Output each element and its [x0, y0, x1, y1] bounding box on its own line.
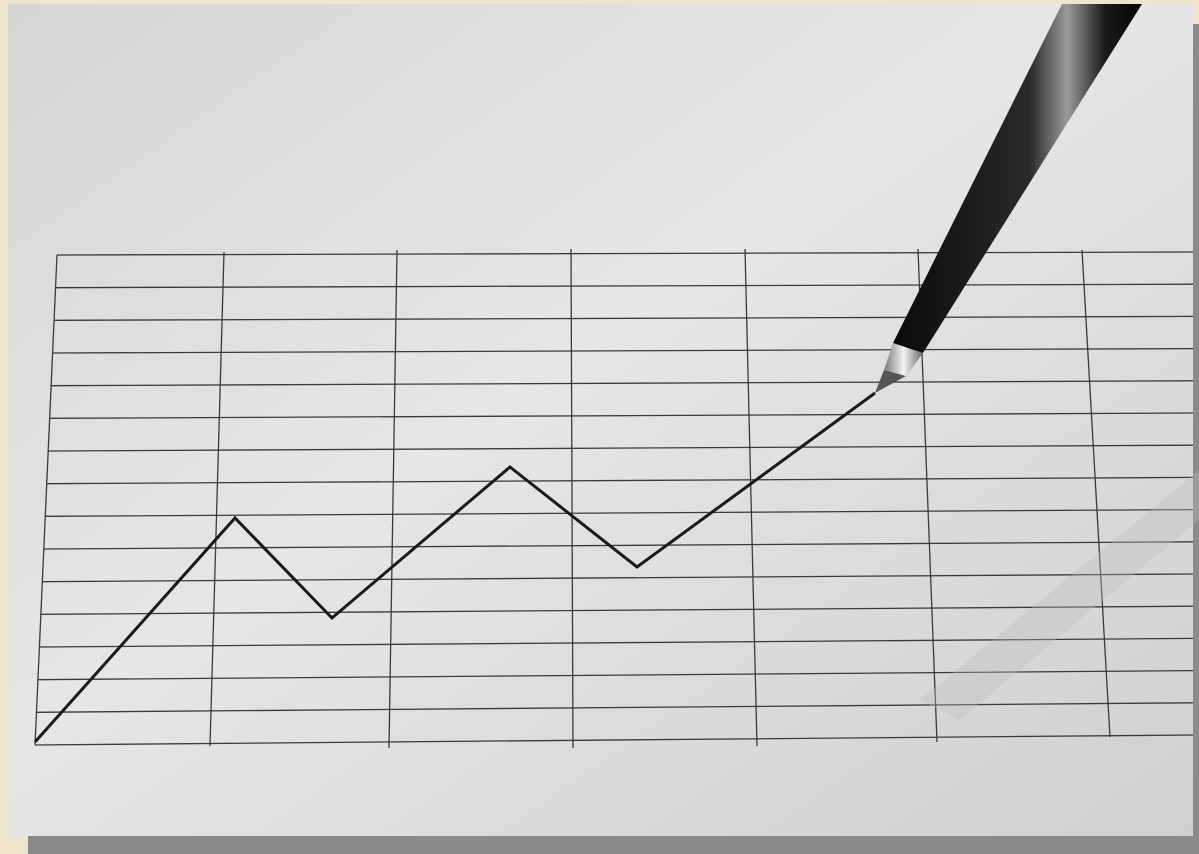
grid-line — [45, 508, 1194, 517]
drawn-line — [33, 391, 876, 743]
grid-line — [36, 702, 1194, 713]
grid-line — [43, 541, 1194, 550]
grid-line — [40, 605, 1194, 615]
grid-line — [52, 347, 1194, 354]
pen-body — [893, 4, 1142, 353]
pen-ferrule — [884, 343, 923, 376]
grid-line — [1081, 249, 1111, 738]
grid-line — [51, 380, 1194, 387]
grid-line — [570, 248, 574, 749]
grid-line — [42, 573, 1194, 583]
grid-line — [388, 249, 398, 749]
grid-line — [56, 251, 1194, 256]
grid-line — [54, 315, 1194, 321]
grid-line — [34, 734, 1194, 746]
pen-shadow — [920, 470, 1199, 720]
grid-line — [34, 254, 58, 746]
pen-tip — [875, 370, 906, 393]
grid-line — [37, 669, 1194, 681]
grid-line — [46, 476, 1194, 485]
grid-line — [39, 637, 1194, 648]
grid-line — [209, 251, 225, 747]
grid-line — [744, 248, 758, 747]
grid-line — [49, 412, 1194, 419]
grid-line — [48, 444, 1194, 452]
grid-line — [55, 283, 1194, 289]
